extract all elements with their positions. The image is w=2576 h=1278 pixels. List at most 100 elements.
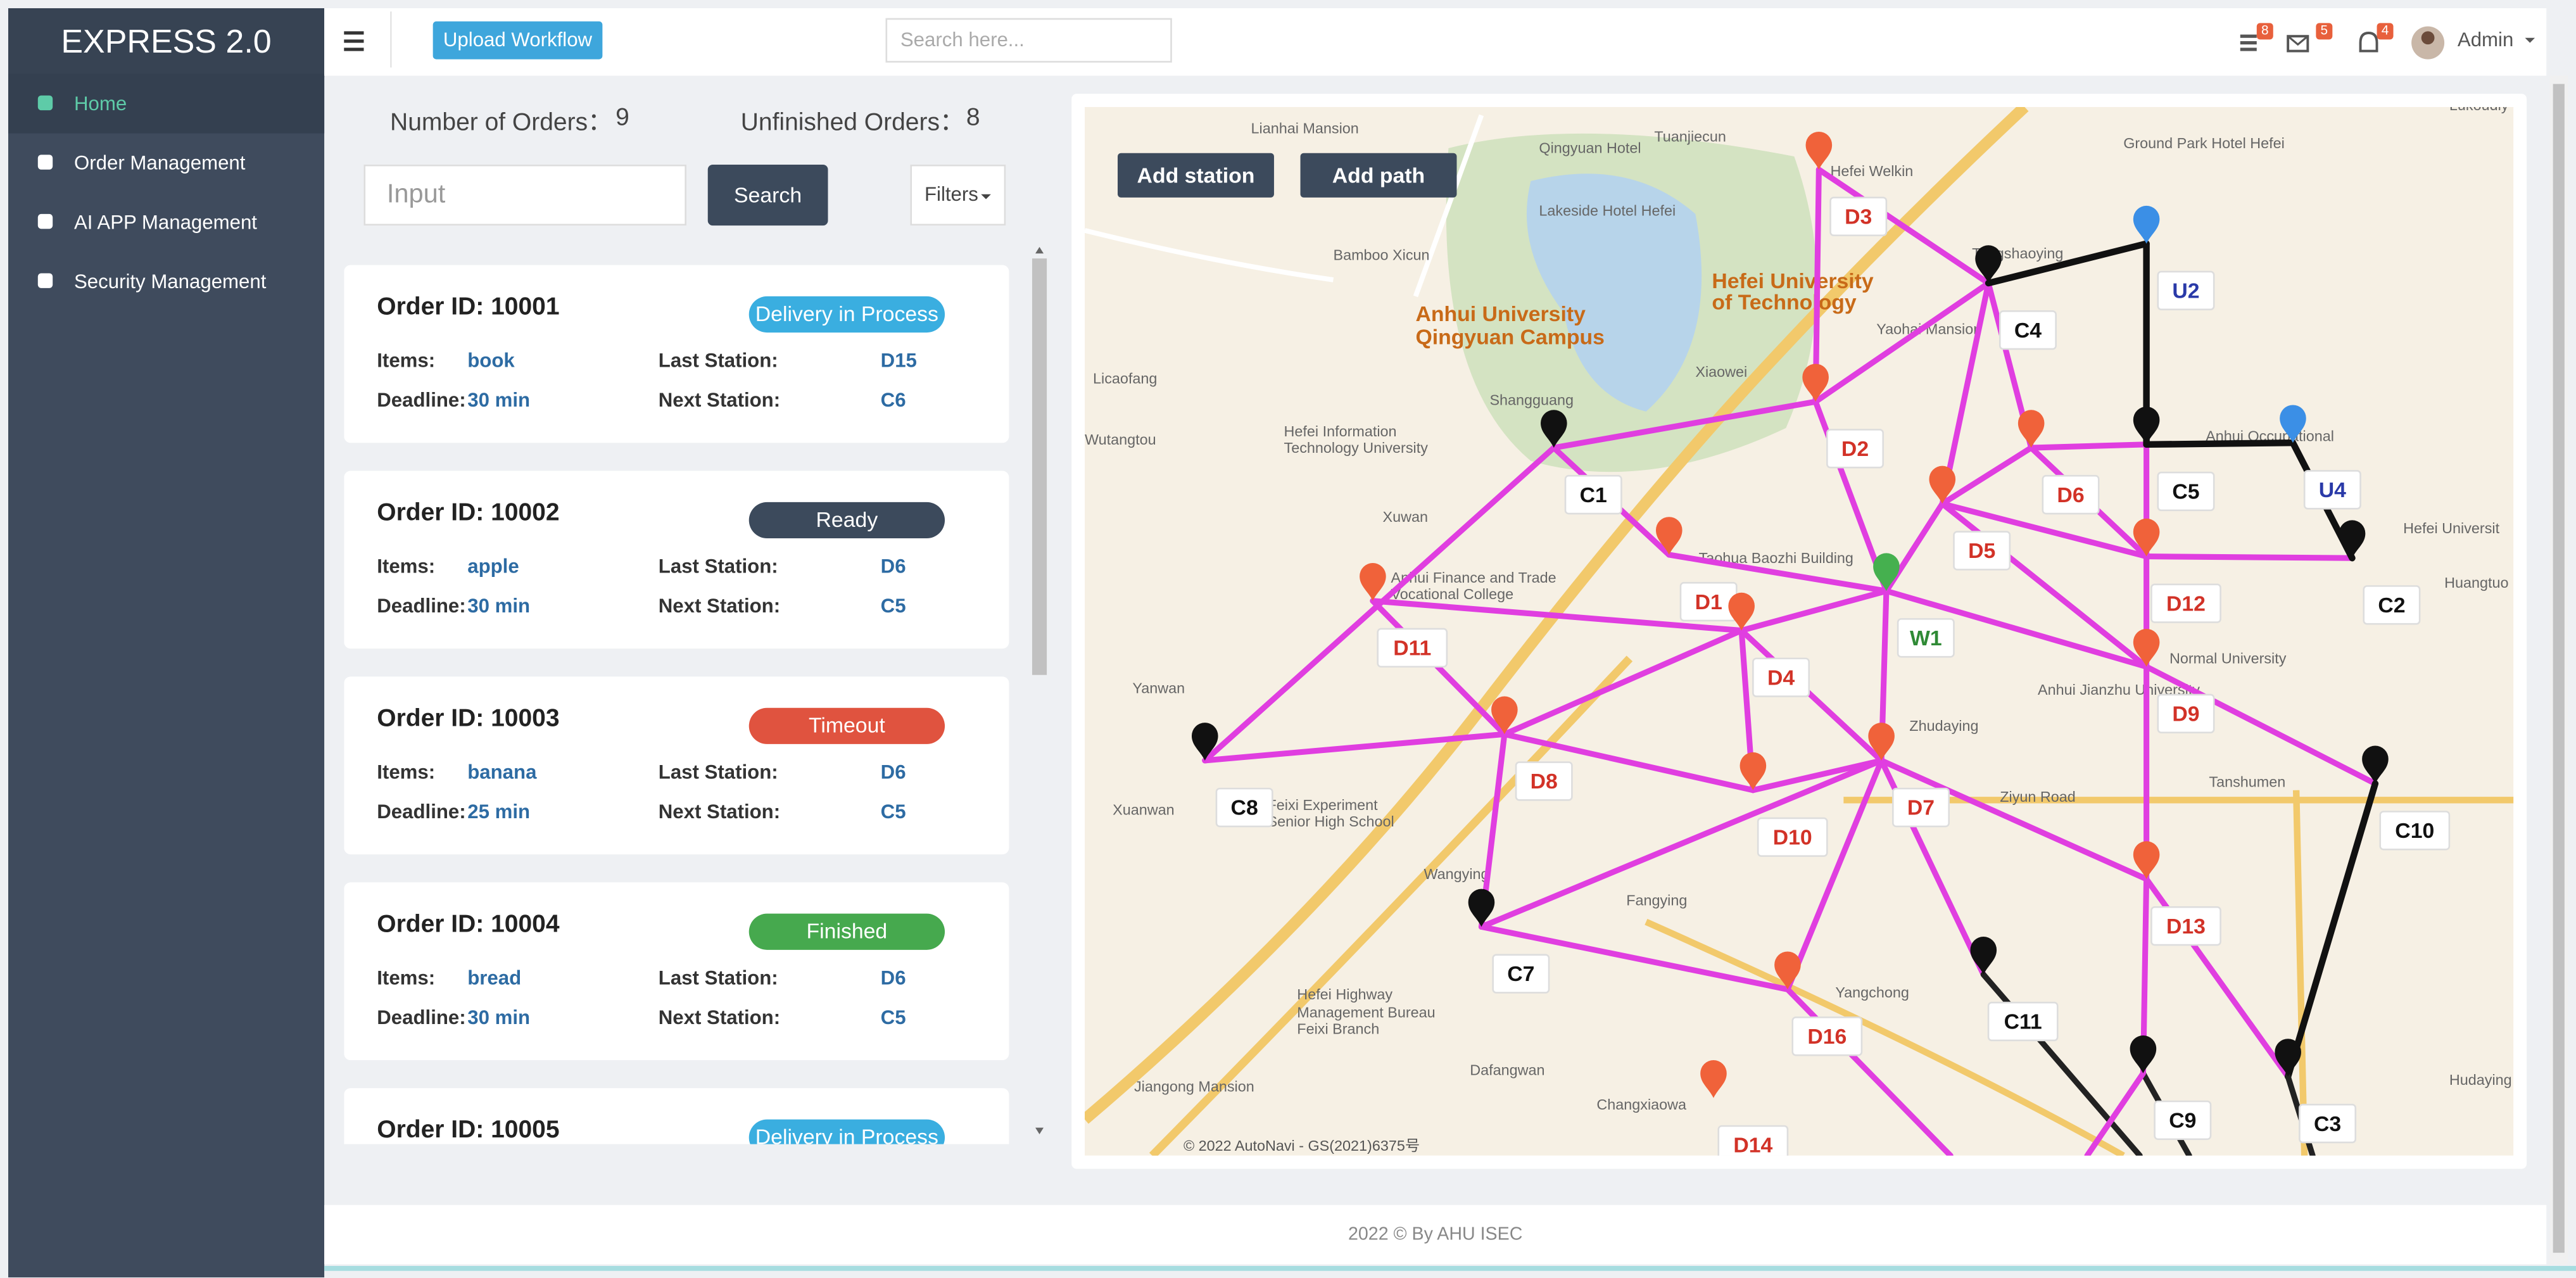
order-search-input[interactable]: Input [363,164,686,226]
station-marker [1970,937,1997,975]
path-edge[interactable] [1738,588,1890,634]
station[interactable]: C1 [1541,410,1622,515]
station-label-box [1492,954,1550,994]
station[interactable]: D2 [1802,364,1885,469]
place-label: Anhui University [1415,302,1586,326]
station[interactable]: D5 [1929,465,2011,571]
menu-item[interactable]: Home [8,73,325,134]
order-card[interactable]: Order ID: 10001 Delivery in Process Items:… [344,265,1009,443]
path-edge[interactable] [1202,731,1508,764]
add-station-button[interactable]: Add station [1117,153,1274,198]
path-edge[interactable] [1812,167,1822,405]
station[interactable]: W1 [1873,553,1955,658]
station-marker [1655,517,1683,555]
station-label-box [1377,628,1448,668]
order-card[interactable]: Order ID: 10003 Timeout Items: banana Last S… [344,676,1009,855]
map[interactable]: Lianhai Mansion Qingyuan Hotel Tuanjiecun H… [1085,106,2514,1156]
station[interactable]: D13 [2133,841,2221,946]
user-menu[interactable]: Admin [2457,28,2514,51]
place-label: Hefei Universit [2403,520,2499,536]
path-edge[interactable] [1883,588,2150,670]
place-label: Tanshumen [2209,774,2285,790]
path-edge[interactable] [1784,757,1885,992]
path-edge[interactable] [1939,280,1992,507]
path-edge[interactable] [1501,628,1745,737]
order-card[interactable]: Order ID: 10002 Ready Items: apple Last Stat… [344,471,1009,649]
path-edge[interactable] [2284,780,2379,1080]
menu-toggle[interactable] [341,28,367,54]
path-edge[interactable] [1478,757,1885,930]
path-edge[interactable] [2028,441,2150,451]
filters-button[interactable]: Filters [910,164,1006,226]
station[interactable]: C8 [1191,723,1273,828]
station[interactable]: D7 [1868,723,1950,828]
order-card[interactable]: Order ID: 10005 Delivery in Process [344,1088,1009,1144]
station-label-box [1757,817,1828,857]
path-edge[interactable] [1939,445,2035,507]
tasks-icon[interactable] [2240,34,2257,51]
order-card[interactable]: Order ID: 10004 Finished Items: bread Last S… [344,882,1009,1061]
path-edge[interactable] [1370,598,1745,634]
mail-icon[interactable] [2287,35,2309,53]
place-label: Shangguang [1489,391,1574,408]
station-marker [2130,1035,2157,1073]
place-label: Xiaowei [1695,364,1747,380]
menu-item[interactable]: AI APP Management [8,193,324,252]
road [1645,918,2125,1156]
station-marker [1975,245,2002,284]
station[interactable]: C2 [2339,520,2421,625]
add-path-button[interactable]: Add path [1300,153,1457,198]
place-label: Jiangong Mansion [1134,1078,1254,1094]
station-marker [1774,951,1801,990]
path-edge[interactable] [1815,167,1992,286]
page-scrollbar[interactable] [2549,75,2568,1265]
station[interactable]: D3 [1805,131,1888,237]
header-search[interactable]: Search here... [885,18,1172,63]
station[interactable]: D12 [2133,518,2221,623]
station-label-box [2299,1103,2357,1144]
station[interactable]: D10 [1739,752,1828,857]
station-label-box [1892,787,1950,828]
station[interactable]: D4 [1728,592,1810,697]
deadline-value: 30 min [467,594,531,617]
path-edge[interactable] [1812,280,1992,405]
path-edge[interactable] [1750,757,1885,794]
station[interactable]: D14 [1700,1060,1789,1156]
path-edge[interactable] [2143,440,2297,448]
path-edge[interactable] [1878,757,2150,882]
path-edge[interactable] [1478,923,1791,992]
station[interactable]: D9 [2133,628,2215,734]
scrollbar[interactable] [1032,246,1047,1144]
path-edge[interactable] [2084,1070,2146,1156]
path-edge[interactable] [2144,554,2356,561]
station[interactable]: C4 [1975,245,2057,350]
menu-item[interactable]: Security Management [8,252,324,312]
station[interactable]: C10 [2362,745,2451,851]
station[interactable]: U2 [2133,205,2215,310]
upload-workflow-button[interactable]: Upload Workflow [432,21,603,60]
station[interactable]: C9 [2130,1035,2212,1141]
place-label: Normal University [2169,650,2287,667]
bell-icon[interactable] [2359,32,2378,53]
station[interactable]: D11 [1360,562,1448,668]
station[interactable]: D8 [1491,696,1573,801]
station[interactable]: C3 [2275,1039,2357,1144]
items-label: Items: [377,966,436,990]
path-edge[interactable] [1551,398,1819,451]
station[interactable]: U4 [2280,405,2361,510]
path-edge[interactable] [1939,500,2150,560]
station[interactable]: D16 [1774,951,1863,1056]
station[interactable]: D1 [1655,517,1738,622]
station[interactable]: D6 [2017,410,2100,515]
path-edge[interactable] [1738,628,1885,764]
path-edge[interactable] [1501,731,1756,794]
path-edge[interactable] [2144,664,2378,787]
path-edge[interactable] [1985,240,2150,287]
path-edge[interactable] [1666,552,1890,594]
station[interactable]: C11 [1970,937,2059,1042]
station[interactable]: C5 [2133,407,2215,512]
menu-item[interactable]: Order Management [8,134,324,193]
station[interactable]: C7 [1468,889,1550,994]
search-button[interactable]: Search [707,164,828,226]
